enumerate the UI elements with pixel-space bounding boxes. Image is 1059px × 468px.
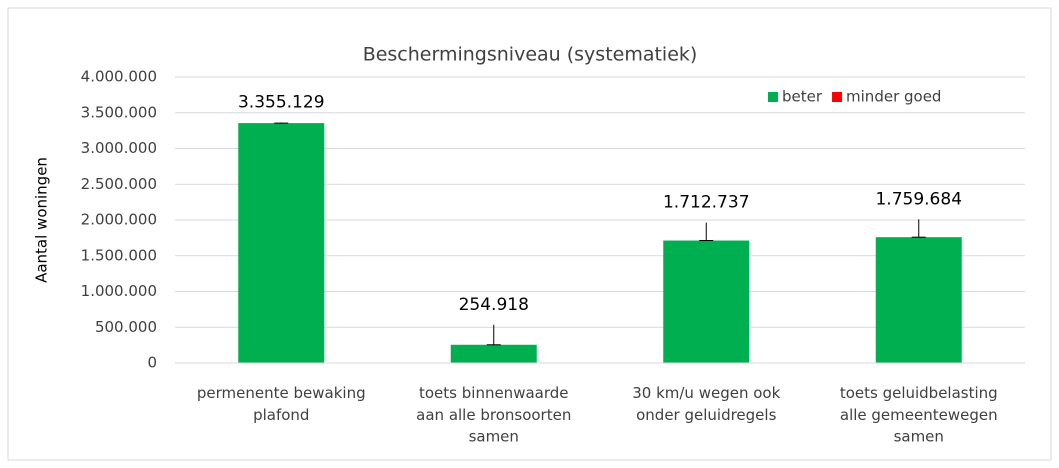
y-tick-label: 2.500.000	[81, 175, 157, 193]
data-label: 254.918	[459, 295, 529, 315]
y-tick-label: 500.000	[95, 318, 157, 336]
x-tick-label: 30 km/u wegen ook onder geluidregels	[632, 384, 780, 424]
bar	[238, 123, 325, 363]
bar	[663, 240, 750, 363]
data-label: 3.355.129	[238, 92, 325, 112]
y-tick-label: 3.500.000	[81, 103, 157, 121]
x-tick-label: toets binnenwaarde aan alle bronsoorten sa…	[416, 384, 571, 446]
y-tick-label: 0	[147, 354, 157, 372]
bar	[450, 344, 537, 363]
legend-label: beter	[782, 88, 823, 106]
data-label: 1.712.737	[663, 193, 750, 213]
legend-swatch	[832, 92, 843, 102]
chart-title: Beschermingsniveau (systematiek)	[363, 44, 698, 66]
y-tick-label: 2.000.000	[81, 211, 157, 229]
y-tick-label: 3.000.000	[81, 139, 157, 157]
y-axis-label: Aantal woningen	[33, 157, 51, 283]
y-tick-label: 1.000.000	[81, 282, 157, 300]
data-label: 1.759.684	[875, 189, 962, 209]
bar	[875, 237, 962, 363]
legend-swatch	[768, 92, 778, 102]
x-tick-label: permenente bewaking plafond	[197, 384, 366, 424]
x-tick-label: toets geluidbelasting alle gemeentewegen s…	[840, 384, 998, 446]
y-tick-label: 4.000.000	[81, 68, 157, 86]
legend-label: minder goed	[846, 88, 941, 106]
y-tick-label: 1.500.000	[81, 246, 157, 264]
chart-frame	[7, 7, 1052, 461]
